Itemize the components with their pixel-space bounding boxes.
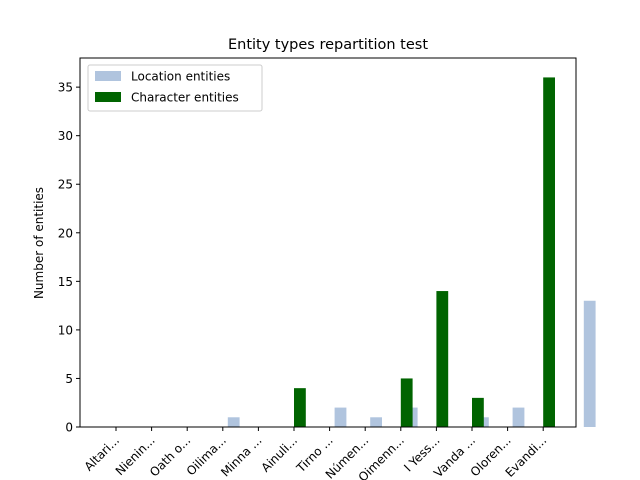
y-tick-label-0: 0	[65, 421, 73, 435]
bar-character-12	[543, 77, 555, 427]
bar-location-12	[583, 300, 596, 427]
bar-location-2	[227, 417, 240, 427]
chart-title: Entity types repartition test	[228, 37, 428, 53]
bar-character-8	[400, 378, 413, 427]
y-tick-label-2: 10	[58, 323, 73, 337]
y-ticks-group: 0 5 10 15 20 25 30 35	[58, 81, 80, 435]
legend: Location entities Character entities	[87, 64, 263, 112]
bar-location-5	[334, 407, 347, 427]
y-tick-label-3: 15	[58, 275, 73, 289]
y-tick-label-4: 20	[58, 226, 73, 240]
y-tick-label-6: 30	[58, 129, 73, 143]
bar-character-5	[294, 388, 306, 427]
legend-label-character: Character entities	[131, 91, 239, 105]
bar-character-10	[472, 397, 484, 427]
bar-location-6	[370, 417, 382, 427]
legend-swatch-location	[95, 71, 121, 81]
bar-character-9	[436, 291, 449, 427]
legend-swatch-character	[95, 92, 121, 102]
bar-location-10	[512, 407, 525, 427]
legend-label-location: Location entities	[131, 70, 230, 84]
bars-group	[227, 77, 596, 427]
y-tick-label-7: 35	[58, 81, 73, 95]
y-tick-label-5: 25	[58, 178, 73, 192]
legend-box	[87, 64, 263, 112]
y-tick-label-1: 5	[65, 372, 73, 386]
y-axis-label: Number of entities	[32, 187, 46, 299]
axes-frame	[79, 57, 577, 428]
